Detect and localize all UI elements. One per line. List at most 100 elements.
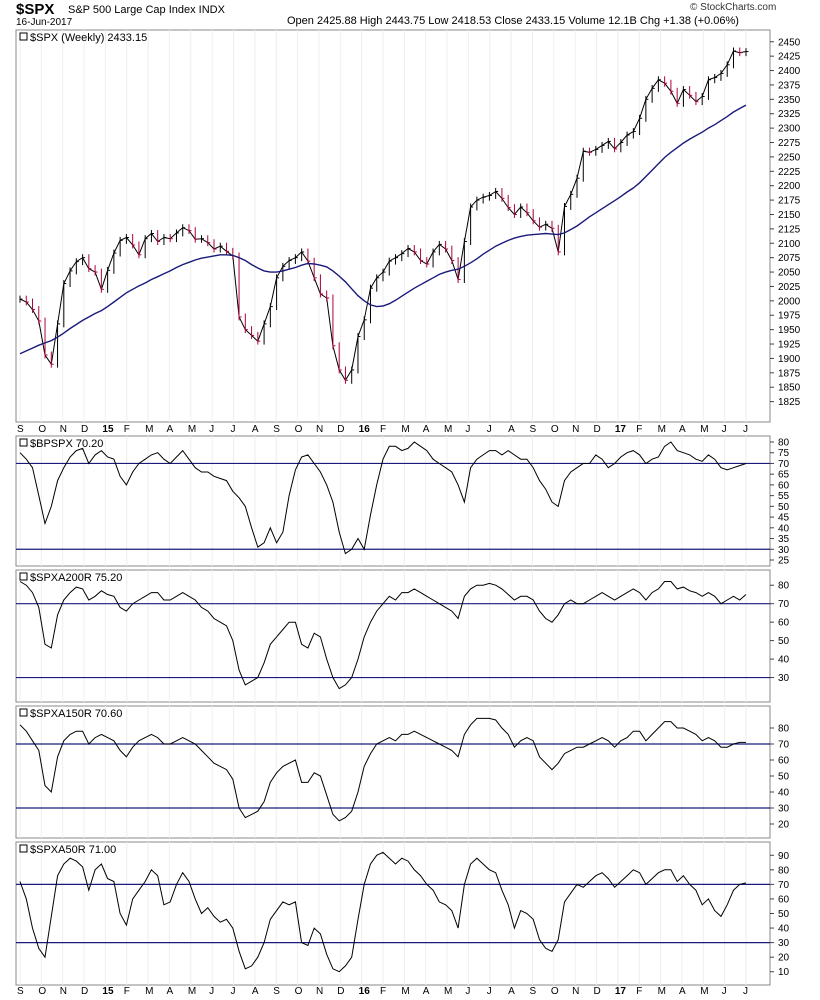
- x-tick-label: M: [444, 424, 452, 435]
- y-tick-label: 80: [778, 438, 790, 449]
- y-tick-label: 90: [778, 851, 790, 862]
- chart-date: 16-Jun-2017: [16, 17, 73, 28]
- y-tick-label: 2450: [778, 37, 801, 48]
- y-tick-label: 70: [778, 459, 790, 470]
- x-tick-label: M: [700, 424, 708, 435]
- y-tick-label: 40: [778, 788, 790, 799]
- panel-menu-icon: [19, 844, 28, 853]
- symbol-name: S&P 500 Large Cap Index INDX: [68, 4, 225, 16]
- x-tick-label: A: [423, 986, 430, 997]
- x-tick-label: F: [380, 424, 386, 435]
- x-tick-label: D: [337, 424, 344, 435]
- x-tick-label: 15: [102, 986, 114, 997]
- y-tick-label: 10: [778, 967, 790, 978]
- x-tick-label: 16: [359, 986, 371, 997]
- y-tick-label: 2325: [778, 109, 801, 120]
- panel-4: 20 30 40 50 60 70 80 $SPXA150R 70.60: [15, 705, 790, 839]
- symbol-label: $SPX: [16, 1, 55, 18]
- x-tick-label: J: [231, 424, 236, 435]
- panel-title: $BPSPX 70.20: [30, 438, 103, 450]
- x-tick-label: N: [572, 986, 579, 997]
- x-tick-label: M: [145, 986, 153, 997]
- x-tick-label: O: [38, 424, 46, 435]
- x-tick-label: D: [594, 424, 601, 435]
- panel-menu-icon: [19, 438, 28, 447]
- x-tick-label: M: [700, 986, 708, 997]
- y-tick-label: 40: [778, 655, 790, 666]
- x-tick-label: O: [295, 986, 303, 997]
- x-tick-label: A: [508, 986, 515, 997]
- y-tick-label: 1950: [778, 325, 801, 336]
- x-tick-label: A: [252, 424, 259, 435]
- y-tick-label: 30: [778, 804, 790, 815]
- y-tick-label: 1900: [778, 354, 801, 365]
- y-tick-label: 35: [778, 534, 790, 545]
- series-line: [19, 581, 747, 690]
- x-tick-label: N: [316, 986, 323, 997]
- x-tick-label: D: [81, 424, 88, 435]
- y-tick-label: 2175: [778, 196, 801, 207]
- y-tick-label: 2350: [778, 95, 801, 106]
- y-tick-label: 80: [778, 865, 790, 876]
- x-tick-label: M: [145, 424, 153, 435]
- x-tick-label: D: [594, 986, 601, 997]
- series-line: [19, 851, 747, 973]
- y-tick-label: 20: [778, 953, 790, 964]
- x-tick-label: A: [252, 986, 259, 997]
- y-tick-label: 2375: [778, 80, 801, 91]
- x-tick-label: N: [60, 986, 67, 997]
- x-tick-label: M: [444, 986, 452, 997]
- x-tick-label: M: [401, 986, 409, 997]
- y-tick-label: 1925: [778, 340, 801, 351]
- panel-frame: [15, 435, 771, 567]
- y-tick-label: 1975: [778, 311, 801, 322]
- y-tick-label: 1875: [778, 368, 801, 379]
- y-tick-label: 2075: [778, 253, 801, 264]
- x-tick-label: D: [337, 986, 344, 997]
- x-tick-label: N: [572, 424, 579, 435]
- x-tick-label: M: [188, 986, 196, 997]
- y-tick-label: 70: [778, 599, 790, 610]
- y-tick-label: 2025: [778, 282, 801, 293]
- x-tick-label: S: [273, 986, 280, 997]
- x-tick-label: M: [658, 986, 666, 997]
- x-tick-label: O: [551, 424, 559, 435]
- x-tick-label: J: [465, 986, 470, 997]
- panel-frame: [15, 29, 771, 423]
- y-tick-label: 40: [778, 523, 790, 534]
- x-tick-label: J: [465, 424, 470, 435]
- x-tick-label: S: [17, 986, 24, 997]
- x-tick-label: J: [743, 986, 748, 997]
- x-tick-label: J: [722, 986, 727, 997]
- x-tick-label: M: [188, 424, 196, 435]
- y-tick-label: 2100: [778, 239, 801, 250]
- y-tick-label: 60: [778, 894, 790, 905]
- y-tick-label: 80: [778, 581, 790, 592]
- x-tick-label: J: [209, 986, 214, 997]
- x-tick-label: J: [487, 424, 492, 435]
- x-tick-label: J: [743, 424, 748, 435]
- x-tick-label: F: [636, 424, 642, 435]
- panel-menu-icon: [19, 572, 28, 581]
- x-tick-label: J: [722, 424, 727, 435]
- x-tick-label: 15: [102, 424, 114, 435]
- x-tick-label: A: [166, 986, 173, 997]
- panel-3: 30 40 50 60 70 80 $SPXA200R 75.20: [15, 569, 790, 703]
- x-tick-label: A: [166, 424, 173, 435]
- x-tick-label: O: [295, 424, 303, 435]
- y-tick-label: 1850: [778, 383, 801, 394]
- brand-logo: © StockCharts.com: [690, 2, 777, 13]
- x-tick-label: S: [529, 986, 536, 997]
- y-tick-label: 2250: [778, 152, 801, 163]
- y-tick-label: 2200: [778, 181, 801, 192]
- y-tick-label: 2400: [778, 66, 801, 77]
- y-tick-label: 55: [778, 491, 790, 502]
- x-tick-label: F: [124, 424, 130, 435]
- x-tick-label: M: [658, 424, 666, 435]
- y-tick-label: 30: [778, 673, 790, 684]
- x-tick-label: S: [273, 424, 280, 435]
- y-tick-label: 50: [778, 636, 790, 647]
